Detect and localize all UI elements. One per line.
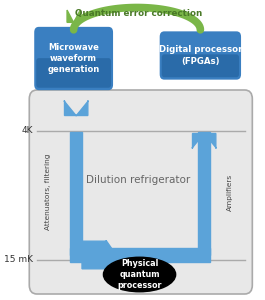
FancyBboxPatch shape <box>36 58 111 88</box>
Text: Attenuators, filtering: Attenuators, filtering <box>45 154 51 230</box>
Text: Quantum error correction: Quantum error correction <box>75 9 202 18</box>
FancyArrow shape <box>64 101 89 116</box>
FancyArrow shape <box>192 133 217 148</box>
Text: Physical
quantum
processor: Physical quantum processor <box>117 259 162 290</box>
Bar <box>198 132 210 255</box>
FancyBboxPatch shape <box>160 32 241 80</box>
FancyBboxPatch shape <box>29 90 252 294</box>
FancyArrow shape <box>67 10 80 22</box>
Text: Dilution refrigerator: Dilution refrigerator <box>86 175 190 185</box>
FancyBboxPatch shape <box>162 54 239 77</box>
Text: 15 mK: 15 mK <box>4 255 33 264</box>
FancyArrow shape <box>82 241 116 269</box>
Ellipse shape <box>103 257 176 292</box>
FancyBboxPatch shape <box>34 27 113 90</box>
Text: 4K: 4K <box>21 126 33 135</box>
Bar <box>70 248 210 262</box>
Text: Microwave
waveform
generation: Microwave waveform generation <box>47 43 100 74</box>
Text: Digital processor
(FPGAs): Digital processor (FPGAs) <box>159 45 242 66</box>
Text: Amplifiers: Amplifiers <box>227 173 233 211</box>
Bar <box>70 132 82 255</box>
